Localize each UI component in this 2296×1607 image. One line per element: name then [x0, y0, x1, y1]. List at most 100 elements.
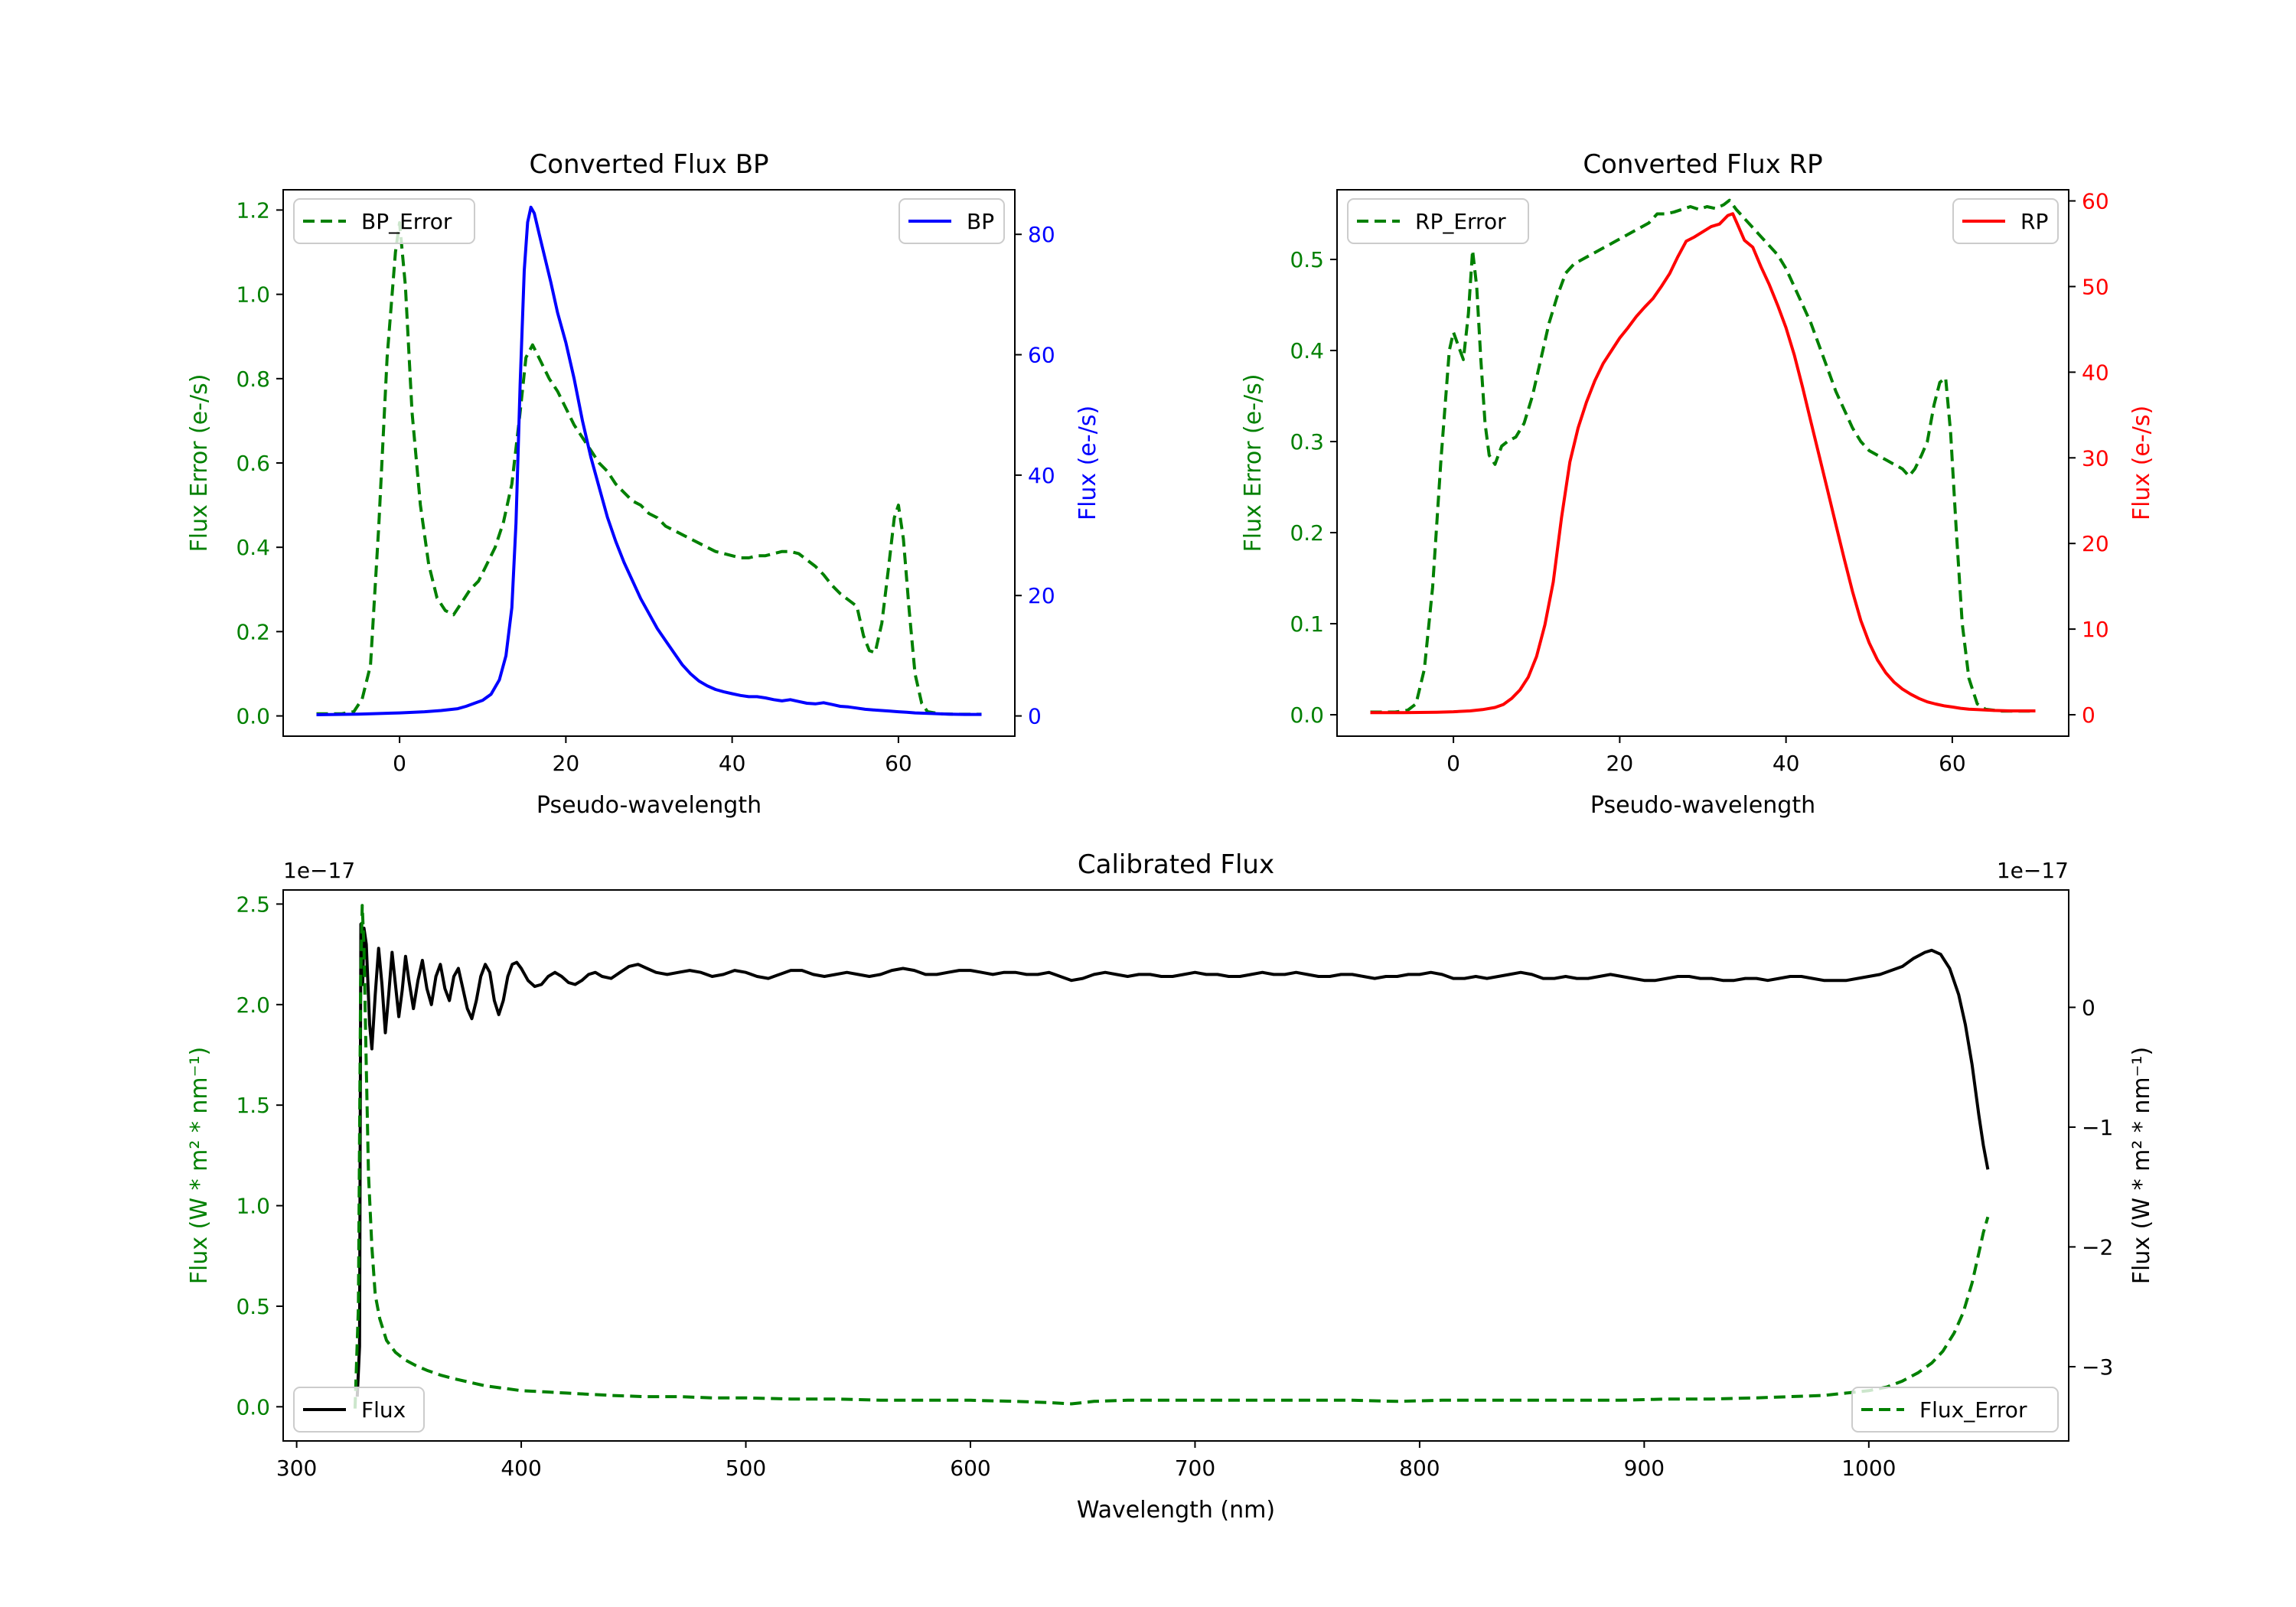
- x-axis-title: Wavelength (nm): [1077, 1497, 1275, 1524]
- right-axis-title: Flux (W * m² * nm⁻¹): [2128, 1047, 2155, 1284]
- x-tick-label: 1000: [1841, 1455, 1896, 1481]
- x-tick-label: 800: [1399, 1455, 1440, 1481]
- legend-label: RP: [2020, 209, 2048, 234]
- left-tick-label: 0.6: [236, 451, 270, 476]
- right-tick-label: 30: [2082, 445, 2109, 471]
- right-axis-title: Flux (e-/s): [2128, 406, 2155, 520]
- right-tick-label: 0: [2082, 995, 2095, 1020]
- x-tick-label: 0: [1446, 751, 1460, 776]
- right-tick-label: 10: [2082, 617, 2109, 642]
- legend-box: [1347, 198, 1529, 244]
- legend-label: BP: [967, 209, 994, 234]
- legend-label: Flux: [361, 1397, 406, 1423]
- left-tick-label: 0.2: [1290, 520, 1324, 546]
- right-tick-label: 60: [1028, 343, 1055, 368]
- series-line-BP: [316, 205, 982, 716]
- series-line-Flux_Error: [353, 904, 1990, 1409]
- left-tick-label: 1.5: [236, 1093, 270, 1118]
- legend-box: [899, 198, 1005, 244]
- axes-spines: [1336, 189, 2069, 737]
- x-axis: 300 400 500 600 700 800 900 1000 Wavelength (nm): [276, 1441, 1896, 1524]
- x-tick-label: 20: [1606, 751, 1634, 776]
- left-tick-label: 0.8: [236, 367, 270, 392]
- left-tick-label: 0.0: [236, 1394, 270, 1420]
- left-tick-label: 0.2: [236, 619, 270, 644]
- right-tick-label: 0: [2082, 702, 2095, 728]
- legend-label: RP_Error: [1415, 209, 1506, 234]
- legend-BP: BP: [899, 198, 1005, 244]
- series-line-Flux: [355, 922, 1990, 1397]
- left-tick-label: 0.1: [1290, 611, 1324, 637]
- left-axis: 0.0 0.1 0.2 0.3 0.4 0.5 Flux Error (e-/s): [1240, 247, 1337, 728]
- left-tick-label: 0.0: [1290, 702, 1324, 728]
- chart-rp: 0 20 40 60Pseudo-wavelength0.00.10.20.30.40…: [1240, 149, 2155, 819]
- legend-RP_Error: RP_Error: [1347, 198, 1529, 244]
- x-axis: 0 20 40 60 Pseudo-wavelength: [393, 736, 912, 819]
- left-tick-label: 1.2: [236, 197, 270, 223]
- x-tick-label: 900: [1624, 1455, 1665, 1481]
- left-axis-title: Flux Error (e-/s): [186, 374, 213, 553]
- x-tick-label: 40: [1773, 751, 1800, 776]
- right-tick-label: 40: [2082, 360, 2109, 385]
- x-tick-label: 60: [885, 751, 912, 776]
- series-line-BP_Error: [316, 221, 982, 716]
- left-tick-label: 2.5: [236, 892, 270, 917]
- x-tick-label: 300: [276, 1455, 317, 1481]
- right-offset-text: 1e−17: [1997, 858, 2069, 883]
- left-tick-label: 0.4: [236, 535, 270, 560]
- legend-box: [1851, 1387, 2059, 1433]
- left-axis: 0.0 0.5 1.0 1.5 2.0 2.5 Flux (W * m² * nm⁻¹): [186, 892, 283, 1420]
- right-tick-label: −2: [2082, 1234, 2113, 1260]
- legend-label: BP_Error: [361, 209, 452, 234]
- left-tick-label: 1.0: [236, 282, 270, 308]
- legend-Flux: Flux: [293, 1387, 425, 1433]
- right-tick-label: 80: [1028, 222, 1055, 247]
- chart-bp: 0 20 40 60 Pseudo-wavelength 0.0 0.2 0.4 0.6 0.8 1…: [186, 149, 1101, 819]
- right-axis: 0 10 20 30 40 50 60 Flux (e-/s): [2069, 189, 2155, 728]
- left-tick-label: 0.5: [236, 1294, 270, 1319]
- chart-title: Converted Flux RP: [1583, 149, 1822, 180]
- legend-BP_Error: BP_Error: [293, 198, 475, 244]
- x-tick-label: 500: [726, 1455, 766, 1481]
- series-group: [353, 904, 1990, 1409]
- series-group: [1370, 198, 2036, 715]
- left-axis: 0.0 0.2 0.4 0.6 0.8 1.0 1.2 Flux Error (e-/s): [186, 197, 283, 729]
- series-line-RP: [1370, 212, 2036, 715]
- left-offset-text: 1e−17: [283, 858, 355, 883]
- chart-title: Converted Flux BP: [529, 149, 768, 180]
- axes-spines: [282, 889, 2069, 1442]
- right-tick-label: 40: [1028, 463, 1055, 488]
- legend-box: [293, 1387, 425, 1433]
- left-tick-label: 1.0: [236, 1194, 270, 1219]
- x-tick-label: 60: [1939, 751, 1966, 776]
- left-tick-label: 0.4: [1290, 338, 1324, 363]
- right-tick-label: 0: [1028, 704, 1042, 729]
- left-tick-label: 2.0: [236, 993, 270, 1018]
- right-axis: 0 −1 −2 −3 Flux (W * m² * nm⁻¹): [2069, 995, 2155, 1380]
- x-tick-label: 600: [950, 1455, 990, 1481]
- right-tick-label: 20: [1028, 583, 1055, 608]
- left-tick-label: 0.5: [1290, 247, 1324, 272]
- x-tick-label: 40: [719, 751, 746, 776]
- x-tick-label: 20: [553, 751, 580, 776]
- x-tick-label: 700: [1175, 1455, 1215, 1481]
- left-tick-label: 0.0: [236, 704, 270, 729]
- left-tick-label: 0.3: [1290, 429, 1324, 455]
- legend-label: Flux_Error: [1919, 1397, 2027, 1423]
- left-axis-title: Flux (W * m² * nm⁻¹): [186, 1047, 213, 1284]
- legend-Flux_Error: Flux_Error: [1851, 1387, 2059, 1433]
- right-tick-label: −1: [2082, 1115, 2113, 1140]
- right-tick-label: −3: [2082, 1354, 2113, 1380]
- x-tick-label: 0: [393, 751, 406, 776]
- chart-title: Calibrated Flux: [1078, 849, 1274, 880]
- x-axis-title: Pseudo-wavelength: [536, 792, 762, 819]
- right-axis-title: Flux (e-/s): [1075, 406, 1101, 520]
- series-group: [316, 205, 982, 716]
- legend-RP: RP: [1952, 198, 2059, 244]
- legend-box: [1952, 198, 2059, 244]
- right-tick-label: 50: [2082, 274, 2109, 299]
- left-axis-title: Flux Error (e-/s): [1240, 374, 1267, 553]
- right-tick-label: 20: [2082, 531, 2109, 556]
